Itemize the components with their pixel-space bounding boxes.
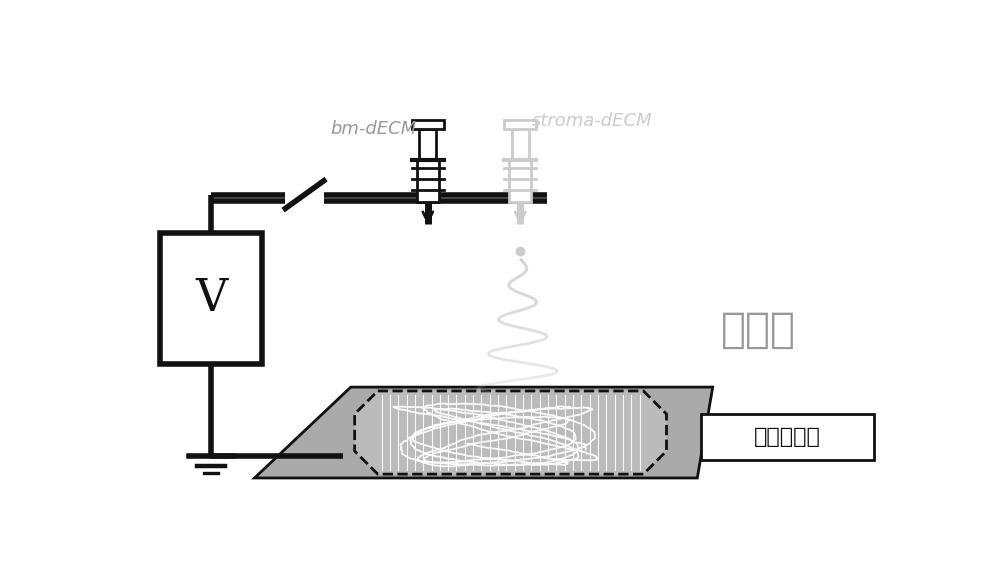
Text: bm-dECM: bm-dECM [330,120,416,138]
Text: stroma-dECM: stroma-dECM [532,113,652,131]
Bar [160,233,262,364]
Bar [419,129,436,160]
Bar [504,120,536,129]
Bar [417,160,439,202]
Bar [512,129,529,160]
Text: 第二层: 第二层 [721,309,796,350]
Polygon shape [255,387,713,478]
Bar [701,414,874,461]
Bar [509,160,531,202]
Polygon shape [355,391,666,474]
Text: 平行电极开: 平行电极开 [754,427,821,447]
Text: V: V [195,277,227,320]
Bar [412,120,444,129]
